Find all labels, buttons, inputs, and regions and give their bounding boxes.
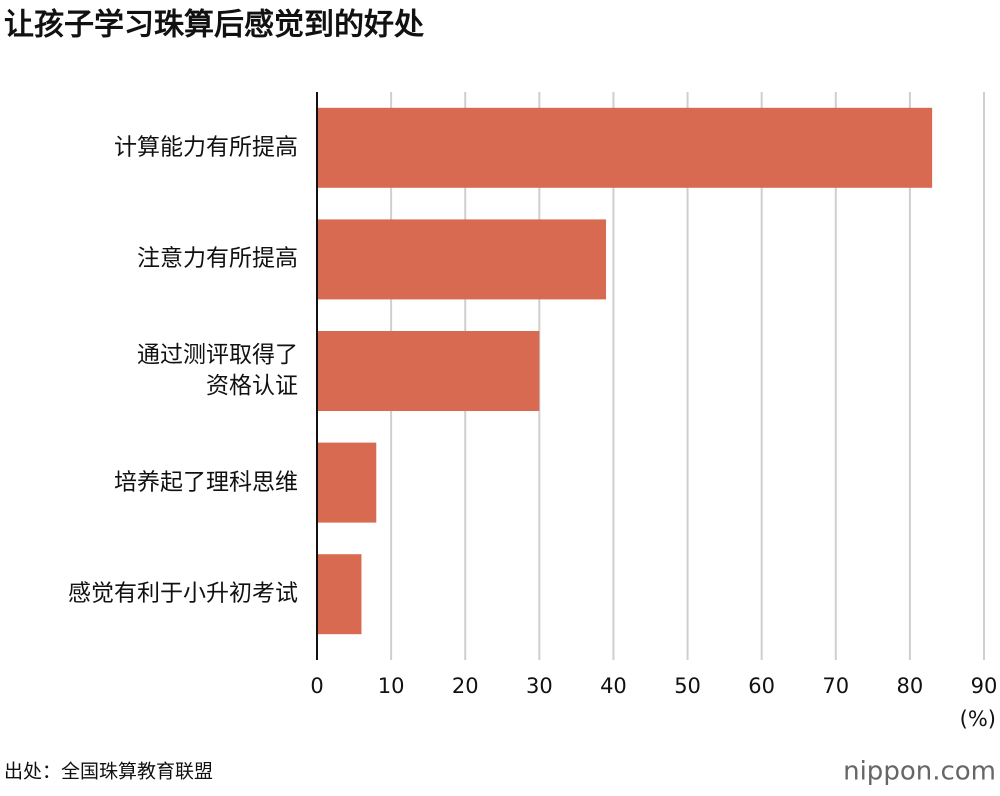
bar xyxy=(317,554,362,635)
x-tick-label: 70 xyxy=(822,674,849,698)
logo: nippon.com xyxy=(843,757,996,787)
bar xyxy=(317,331,540,411)
category-label: 培养起了理科思维 xyxy=(114,469,298,496)
x-tick-label: 20 xyxy=(452,674,479,698)
x-tick-label: 0 xyxy=(310,674,323,698)
category-label: 通过测评取得了 资格认证 xyxy=(137,342,298,399)
bar xyxy=(317,219,607,300)
x-tick-label: 90 xyxy=(971,674,998,698)
category-label: 计算能力有所提高 xyxy=(114,134,298,161)
x-tick-label: 30 xyxy=(526,674,553,698)
x-tick-label: 80 xyxy=(897,674,924,698)
x-tick-label: 60 xyxy=(748,674,775,698)
bar xyxy=(317,107,933,188)
category-label: 注意力有所提高 xyxy=(137,245,298,272)
x-tick-label: 10 xyxy=(378,674,405,698)
category-label: 感觉有利于小升初考试 xyxy=(68,580,298,607)
x-tick-label: 50 xyxy=(674,674,701,698)
chart-title: 让孩子学习珠算后感觉到的好处 xyxy=(4,8,424,43)
x-tick-label: 40 xyxy=(600,674,627,698)
x-unit: (%) xyxy=(960,707,996,731)
source: 出处：全国珠算教育联盟 xyxy=(4,761,213,783)
bar xyxy=(317,442,377,523)
